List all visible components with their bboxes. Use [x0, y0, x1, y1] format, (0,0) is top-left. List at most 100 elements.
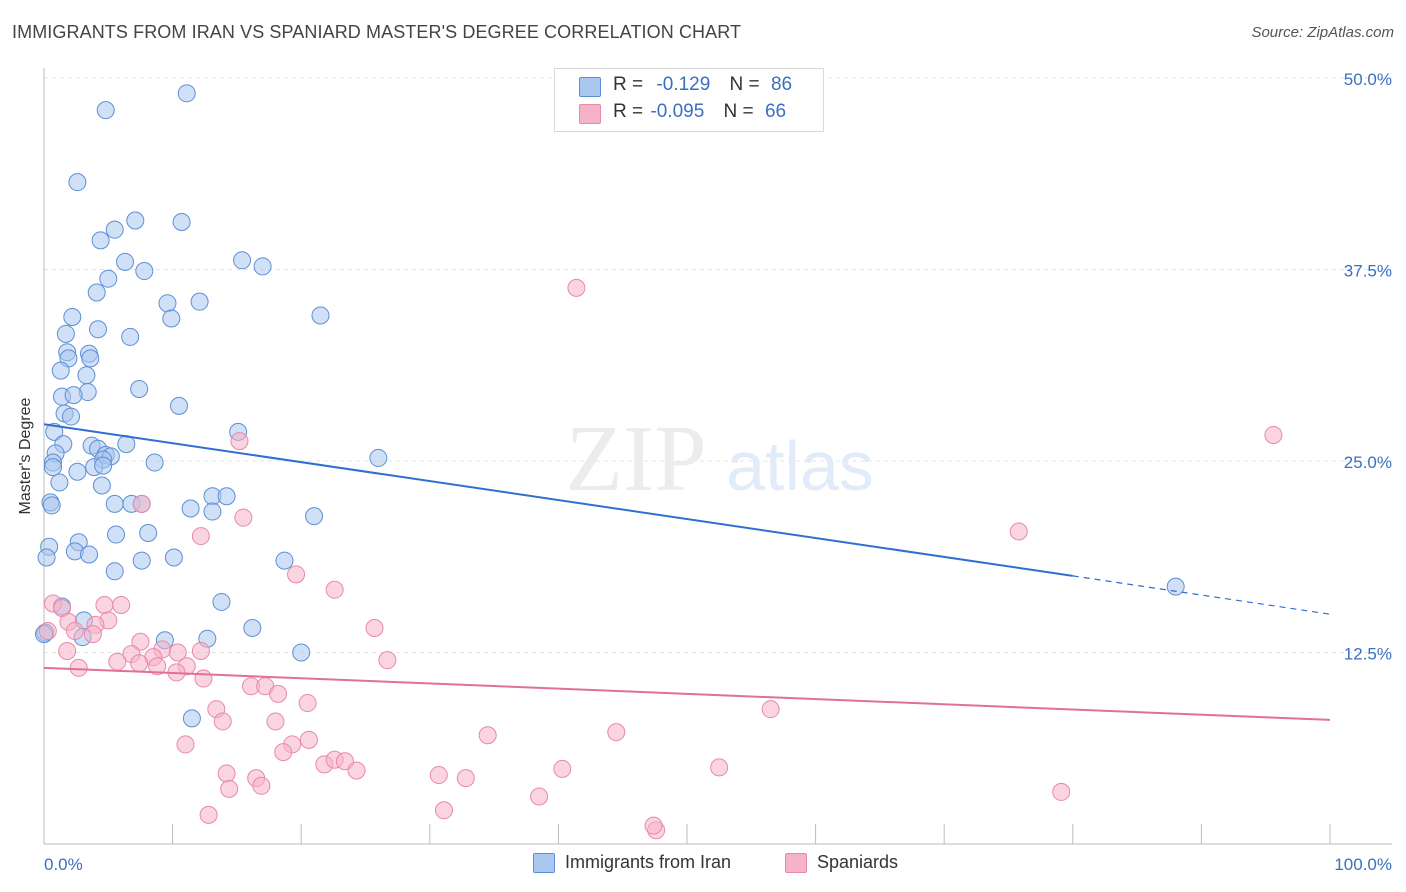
watermark-zip: ZIP: [566, 407, 707, 511]
spaniards-point: [65, 622, 84, 641]
iran-point: [181, 499, 200, 518]
iran-point: [243, 618, 262, 637]
iran-point: [45, 422, 64, 441]
iran-trend-extension: [1072, 575, 1331, 615]
iran-point: [37, 548, 56, 567]
y-tick-label: 37.5%: [1344, 262, 1392, 281]
spaniards-point: [761, 700, 780, 719]
stats-r-label: R =: [613, 74, 644, 95]
spaniards-point: [274, 743, 293, 762]
grid-layer: [44, 77, 1392, 653]
iran-point: [145, 453, 164, 472]
spaniards-point: [299, 730, 318, 749]
iran-point: [42, 496, 61, 515]
iran-point: [172, 213, 191, 232]
iran-point: [51, 361, 70, 380]
iran-point: [68, 462, 87, 481]
iran-point: [126, 211, 145, 230]
iran-point: [92, 476, 111, 495]
spaniards-point: [378, 651, 397, 670]
spaniards-point: [69, 658, 88, 677]
spaniards-point: [325, 580, 344, 599]
spaniards-point: [131, 632, 150, 651]
iran-point: [135, 262, 154, 281]
iran-point: [275, 551, 294, 570]
spaniards-point: [194, 669, 213, 688]
spaniards-point: [429, 766, 448, 785]
iran-point: [190, 292, 209, 311]
stats-n-value: 66: [764, 101, 787, 122]
iran-point: [162, 309, 181, 328]
spaniards-point: [1009, 522, 1028, 541]
stats-box: R = -0.129 N = 86 R = -0.095 N = 66: [554, 68, 824, 132]
iran-point: [170, 396, 189, 415]
spaniards-point: [230, 432, 249, 451]
iran-point: [89, 320, 108, 339]
legend-swatch-iran: [533, 853, 555, 873]
spaniards-point: [434, 801, 453, 820]
spaniards-point: [191, 527, 210, 546]
iran-point: [217, 487, 236, 506]
iran-trend-line: [43, 423, 1073, 577]
stats-swatch-iran: [579, 77, 601, 97]
iran-point: [99, 269, 118, 288]
iran-point: [130, 379, 149, 398]
y-tick-label: 25.0%: [1344, 453, 1392, 472]
iran-point: [64, 386, 83, 405]
legend-swatch-spaniards: [785, 853, 807, 873]
spaniards-point: [176, 735, 195, 754]
iran-point: [81, 349, 100, 368]
iran-point: [105, 220, 124, 239]
iran-point: [107, 525, 126, 544]
iran-point: [121, 327, 140, 346]
stats-n-label: N =: [729, 74, 760, 95]
iran-point: [311, 306, 330, 325]
iran-point: [80, 545, 99, 564]
iran-point: [50, 473, 69, 492]
spaniards-point: [347, 761, 366, 780]
spaniards-point: [365, 618, 384, 637]
iran-point: [87, 283, 106, 302]
iran-point: [94, 456, 113, 475]
spaniards-point: [266, 712, 285, 731]
iran-point: [203, 502, 222, 521]
spaniards-point: [1264, 425, 1283, 444]
spaniards-point: [168, 643, 187, 662]
spaniards-point: [38, 622, 57, 641]
spaniards-trend-line: [43, 666, 1331, 721]
stats-swatch-spaniards: [579, 104, 601, 124]
stats-n-value: 86: [770, 74, 793, 95]
iran-point: [91, 231, 110, 250]
spaniards-point: [199, 805, 218, 824]
iran-point: [44, 458, 63, 477]
iran-point: [96, 101, 115, 120]
iran-point: [158, 294, 177, 313]
iran-point: [68, 173, 87, 192]
legend-label-iran: Immigrants from Iran: [565, 852, 732, 872]
x-tick-label: 100.0%: [1334, 855, 1392, 874]
stats-r-value: -0.129: [656, 74, 711, 95]
spaniards-point: [269, 684, 288, 703]
spaniards-point: [287, 565, 306, 584]
y-tick-label: 12.5%: [1344, 645, 1392, 664]
iran-point: [177, 84, 196, 103]
spaniards-point: [1052, 782, 1071, 801]
spaniards-point: [213, 712, 232, 731]
trend-layer: [43, 423, 1331, 721]
spaniards-point: [112, 596, 131, 615]
watermark-atlas: atlas: [726, 427, 874, 505]
iran-point: [182, 709, 201, 728]
iran-point: [139, 524, 158, 543]
spaniards-point: [130, 654, 149, 673]
series-iran-points: [35, 84, 1185, 728]
spaniards-point: [298, 694, 317, 713]
iran-point: [164, 548, 183, 567]
spaniards-point: [644, 816, 663, 835]
iran-point: [212, 592, 231, 611]
spaniards-point: [132, 494, 151, 513]
y-tick-label: 50.0%: [1344, 70, 1392, 89]
spaniards-point: [217, 764, 236, 783]
iran-point: [77, 366, 96, 385]
iran-point: [62, 407, 81, 426]
